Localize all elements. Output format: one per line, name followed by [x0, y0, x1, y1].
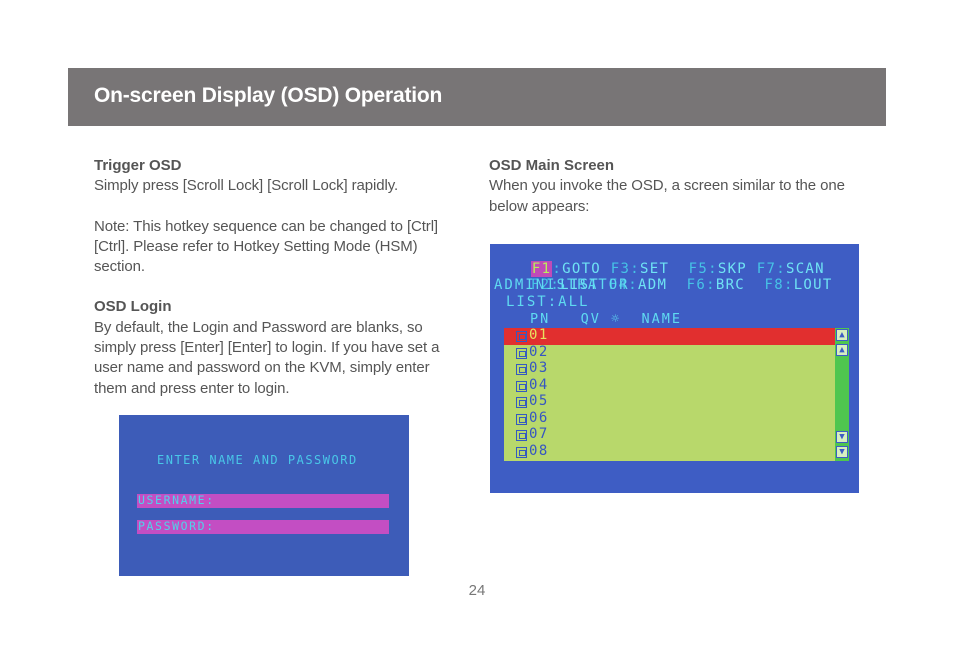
password-label: PASSWORD: [138, 519, 215, 533]
port-icon [516, 413, 527, 425]
fkey-f7-key: F7 [756, 261, 777, 277]
login-prompt: ENTER NAME AND PASSWORD [157, 453, 358, 467]
list-mode: LIST:ALL [506, 294, 590, 310]
port-row[interactable]: 07 [504, 426, 835, 444]
port-icon [516, 364, 527, 375]
osd-main-text: When you invoke the OSD, a screen simila… [489, 177, 845, 215]
port-row[interactable]: 04 [504, 376, 835, 395]
osd-main-screenshot: F1:GOTO F3:SET F5:SKP F7:SCAN F2:LIST F4… [490, 244, 859, 493]
fkey-f8-label: LOUT [793, 277, 833, 293]
username-label: USERNAME: [138, 493, 215, 507]
fkey-f7-label: SCAN [785, 261, 825, 277]
username-field: USERNAME: [137, 493, 389, 508]
port-row[interactable]: 06 [504, 409, 835, 428]
fkey-f6-key: F6 [686, 277, 707, 293]
port-number: 07 [529, 426, 549, 442]
hotkey-note: Note: This hotkey sequence can be change… [94, 217, 439, 276]
fkey-f8-key: F8 [764, 277, 784, 293]
password-field: PASSWORD: [137, 519, 389, 534]
port-icon [516, 446, 527, 458]
page-up-icon[interactable]: ▲ [836, 344, 848, 356]
fkey-f4-label: ADM [637, 277, 668, 293]
fkey-f5-label: SKP [717, 261, 748, 277]
port-number: 08 [529, 442, 549, 459]
port-icon [516, 397, 527, 408]
fkey-f6-label: BRC [715, 277, 746, 293]
fkey-f3-key: F3 [610, 261, 631, 277]
fkey-f4-key: F4 [608, 277, 629, 293]
page-title: On-screen Display (OSD) Operation [94, 84, 443, 107]
trigger-osd-text: Simply press [Scroll Lock] [Scroll Lock]… [94, 177, 399, 195]
fkey-f3-label: SET [639, 261, 670, 277]
port-row[interactable]: 03 [504, 360, 835, 378]
port-number: 05 [529, 393, 549, 409]
scroll-down-icon[interactable]: ▼ [836, 446, 848, 458]
sun-icon: ☼ [611, 311, 622, 327]
trigger-osd-heading: Trigger OSD [94, 157, 182, 174]
port-list: 01 02 03 04 05 06 07 08 ▲ ▲ ▼ ▼ [504, 327, 849, 461]
function-key-row-1: F1:GOTO F3:SET F5:SKP F7:SCAN [530, 261, 825, 277]
osd-main-heading: OSD Main Screen [489, 157, 615, 174]
col-qv: QV [580, 311, 601, 327]
right-column: OSD Main Screen When you invoke the OSD,… [489, 156, 859, 217]
port-number: 04 [529, 376, 549, 393]
fkey-f5-key: F5 [688, 261, 709, 277]
col-pn: PN [530, 311, 551, 327]
port-icon [516, 347, 527, 359]
port-number: 02 [529, 343, 549, 360]
current-user: ADMINISTRATOR [494, 277, 630, 293]
port-icon [516, 380, 527, 392]
port-number: 03 [529, 360, 549, 376]
fkey-f1-label: GOTO [562, 261, 602, 277]
page-down-icon[interactable]: ▼ [836, 431, 848, 443]
port-icon [516, 331, 527, 342]
osd-login-heading: OSD Login [94, 298, 172, 316]
osd-login-text: By default, the Login and Password are b… [94, 318, 440, 397]
port-icon [516, 430, 527, 441]
page-header: On-screen Display (OSD) Operation [68, 68, 886, 126]
port-row[interactable]: 08 [504, 442, 835, 461]
scrollbar[interactable]: ▲ ▲ ▼ ▼ [835, 328, 849, 461]
port-number: 01 [529, 327, 549, 343]
function-key-row-2: F2:LIST F4:ADM F6:BRC F8:LOUT [530, 277, 833, 293]
port-row[interactable]: 02 [504, 343, 835, 362]
fkey-f1-key: F1 [530, 261, 553, 277]
col-name: NAME [641, 311, 682, 327]
port-row[interactable]: 01 [504, 327, 835, 345]
page-number: 24 [468, 582, 486, 599]
port-number: 06 [529, 409, 549, 426]
scroll-up-icon[interactable]: ▲ [836, 329, 848, 341]
fkey-f2-key: F2 [530, 277, 551, 293]
column-headers: PN QV ☼ NAME [530, 311, 682, 327]
fkey-f2-label: LIST [560, 277, 600, 293]
left-column: Trigger OSD Simply press [Scroll Lock] [… [94, 156, 464, 399]
port-row[interactable]: 05 [504, 393, 835, 411]
osd-login-screenshot: ENTER NAME AND PASSWORD USERNAME: PASSWO… [119, 415, 409, 576]
